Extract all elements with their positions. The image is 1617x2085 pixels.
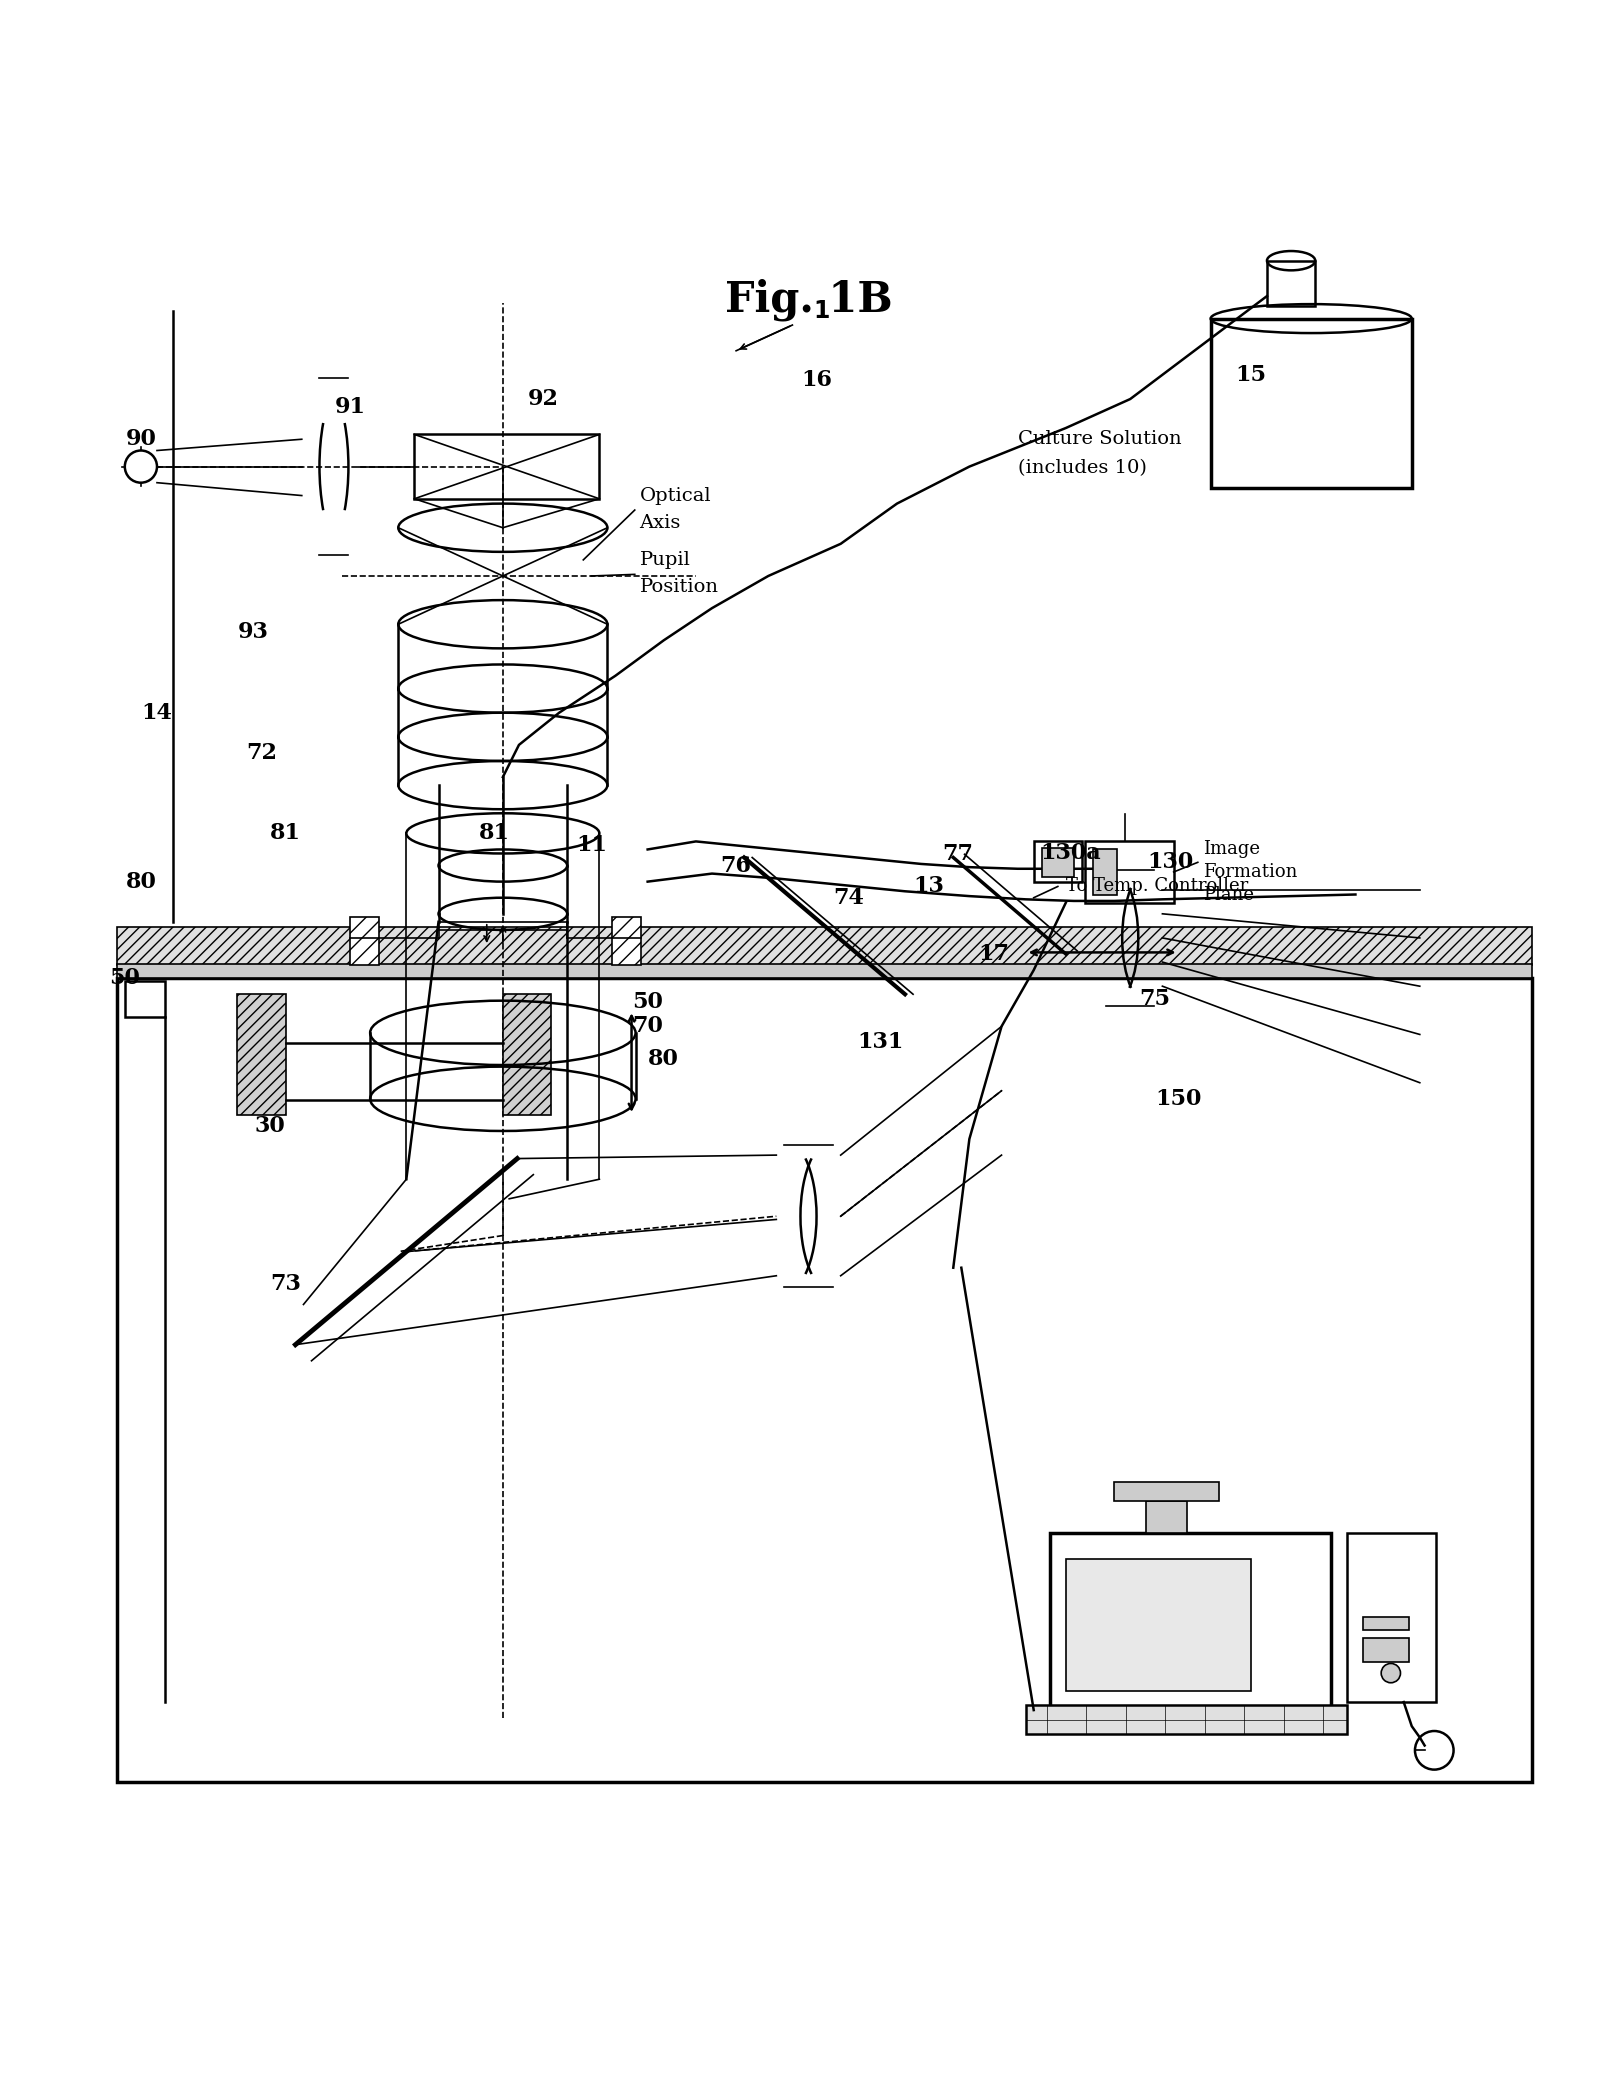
Bar	[1114, 1482, 1219, 1501]
Text: Position: Position	[640, 578, 718, 596]
Text: 70: 70	[632, 1015, 663, 1038]
Text: 50: 50	[632, 990, 663, 1013]
Text: 15: 15	[1235, 365, 1266, 386]
Bar	[116, 963, 1533, 978]
Text: 30: 30	[254, 1115, 285, 1136]
Text: Axis: Axis	[640, 513, 681, 532]
Text: Image: Image	[1203, 840, 1260, 859]
Text: 11: 11	[576, 834, 606, 855]
Bar	[1085, 842, 1174, 903]
Text: 76: 76	[721, 855, 752, 876]
Text: 14: 14	[142, 703, 173, 723]
Text: 90: 90	[126, 427, 157, 450]
Text: 13: 13	[914, 876, 944, 897]
Text: 92: 92	[527, 388, 558, 411]
Text: To Temp. Controller: To Temp. Controller	[1066, 878, 1248, 894]
Text: Pupil: Pupil	[640, 550, 690, 569]
Text: 73: 73	[270, 1272, 301, 1295]
Text: 72: 72	[246, 742, 277, 763]
Bar	[1049, 1532, 1331, 1710]
Text: 81: 81	[479, 821, 511, 844]
Bar	[1347, 1532, 1436, 1701]
Text: Fig. 1B: Fig. 1B	[724, 279, 893, 321]
Text: 93: 93	[238, 621, 268, 644]
Text: 17: 17	[978, 942, 1009, 965]
Bar	[116, 926, 1533, 965]
Text: 150: 150	[1155, 1088, 1201, 1109]
Bar	[1066, 1560, 1252, 1691]
Text: (includes 10): (includes 10)	[1017, 459, 1146, 477]
Bar	[613, 917, 642, 965]
Text: Culture Solution: Culture Solution	[1017, 430, 1182, 448]
Bar	[414, 434, 600, 498]
Text: 75: 75	[1138, 988, 1169, 1009]
Text: 130: 130	[1148, 851, 1193, 874]
Circle shape	[125, 450, 157, 484]
Text: 16: 16	[800, 369, 833, 390]
Text: 77: 77	[943, 842, 973, 865]
Bar	[1363, 1637, 1408, 1662]
Bar	[125, 982, 165, 1017]
Bar	[1093, 849, 1117, 894]
Text: 130a: 130a	[1040, 842, 1101, 863]
Bar	[349, 917, 378, 965]
Text: 81: 81	[270, 821, 301, 844]
Text: 1: 1	[813, 298, 830, 323]
Bar	[1268, 261, 1315, 306]
Bar	[1363, 1616, 1408, 1630]
Bar	[503, 995, 551, 1115]
Bar	[1041, 849, 1074, 878]
Text: Formation: Formation	[1203, 863, 1297, 882]
Text: 91: 91	[335, 396, 365, 419]
Bar	[116, 978, 1533, 1783]
Text: 74: 74	[833, 886, 863, 909]
Bar	[1025, 1706, 1347, 1735]
Text: Plane: Plane	[1203, 886, 1253, 903]
Text: 131: 131	[857, 1032, 904, 1053]
Text: 80: 80	[126, 872, 157, 892]
Bar	[238, 995, 286, 1115]
Bar	[1033, 842, 1082, 882]
Bar	[1211, 319, 1412, 488]
Text: Optical: Optical	[640, 486, 711, 505]
Text: 80: 80	[648, 1047, 679, 1070]
Text: 50: 50	[110, 967, 141, 988]
Bar	[1146, 1501, 1187, 1532]
Circle shape	[1381, 1664, 1400, 1683]
